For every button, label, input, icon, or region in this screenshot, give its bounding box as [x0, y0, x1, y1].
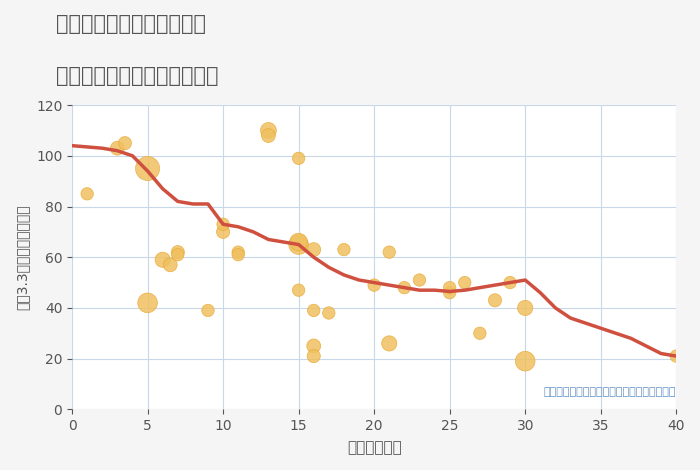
Point	[519, 357, 531, 365]
Point	[384, 248, 395, 256]
Y-axis label: 坪（3.3㎡）単価（万円）: 坪（3.3㎡）単価（万円）	[15, 204, 29, 310]
Point	[308, 352, 319, 360]
Point	[384, 340, 395, 347]
Point	[164, 261, 176, 268]
Point	[218, 228, 229, 235]
Point	[81, 190, 92, 197]
Point	[218, 220, 229, 228]
Point	[232, 251, 244, 258]
Point	[142, 299, 153, 306]
Point	[414, 276, 425, 284]
Point	[232, 248, 244, 256]
Point	[444, 289, 455, 297]
Point	[112, 144, 123, 152]
X-axis label: 築年数（年）: 築年数（年）	[346, 440, 402, 455]
Text: 築年数別中古マンション価格: 築年数別中古マンション価格	[56, 66, 218, 86]
Point	[262, 132, 274, 139]
Point	[293, 155, 304, 162]
Point	[489, 297, 500, 304]
Text: 三重県四日市市あさけが丘: 三重県四日市市あさけが丘	[56, 14, 206, 34]
Point	[308, 246, 319, 253]
Point	[293, 238, 304, 246]
Point	[262, 127, 274, 134]
Point	[157, 256, 168, 264]
Point	[172, 251, 183, 258]
Point	[119, 140, 130, 147]
Point	[459, 279, 470, 286]
Point	[323, 309, 335, 317]
Point	[202, 307, 214, 314]
Point	[505, 279, 516, 286]
Point	[368, 282, 379, 289]
Point	[308, 342, 319, 350]
Point	[142, 164, 153, 172]
Point	[475, 329, 486, 337]
Point	[293, 286, 304, 294]
Point	[293, 241, 304, 248]
Point	[308, 307, 319, 314]
Point	[338, 246, 349, 253]
Text: 円の大きさは、取引のあった物件面積を示す: 円の大きさは、取引のあった物件面積を示す	[544, 387, 676, 397]
Point	[399, 284, 410, 291]
Point	[172, 248, 183, 256]
Point	[671, 352, 682, 360]
Point	[519, 304, 531, 312]
Point	[444, 284, 455, 291]
